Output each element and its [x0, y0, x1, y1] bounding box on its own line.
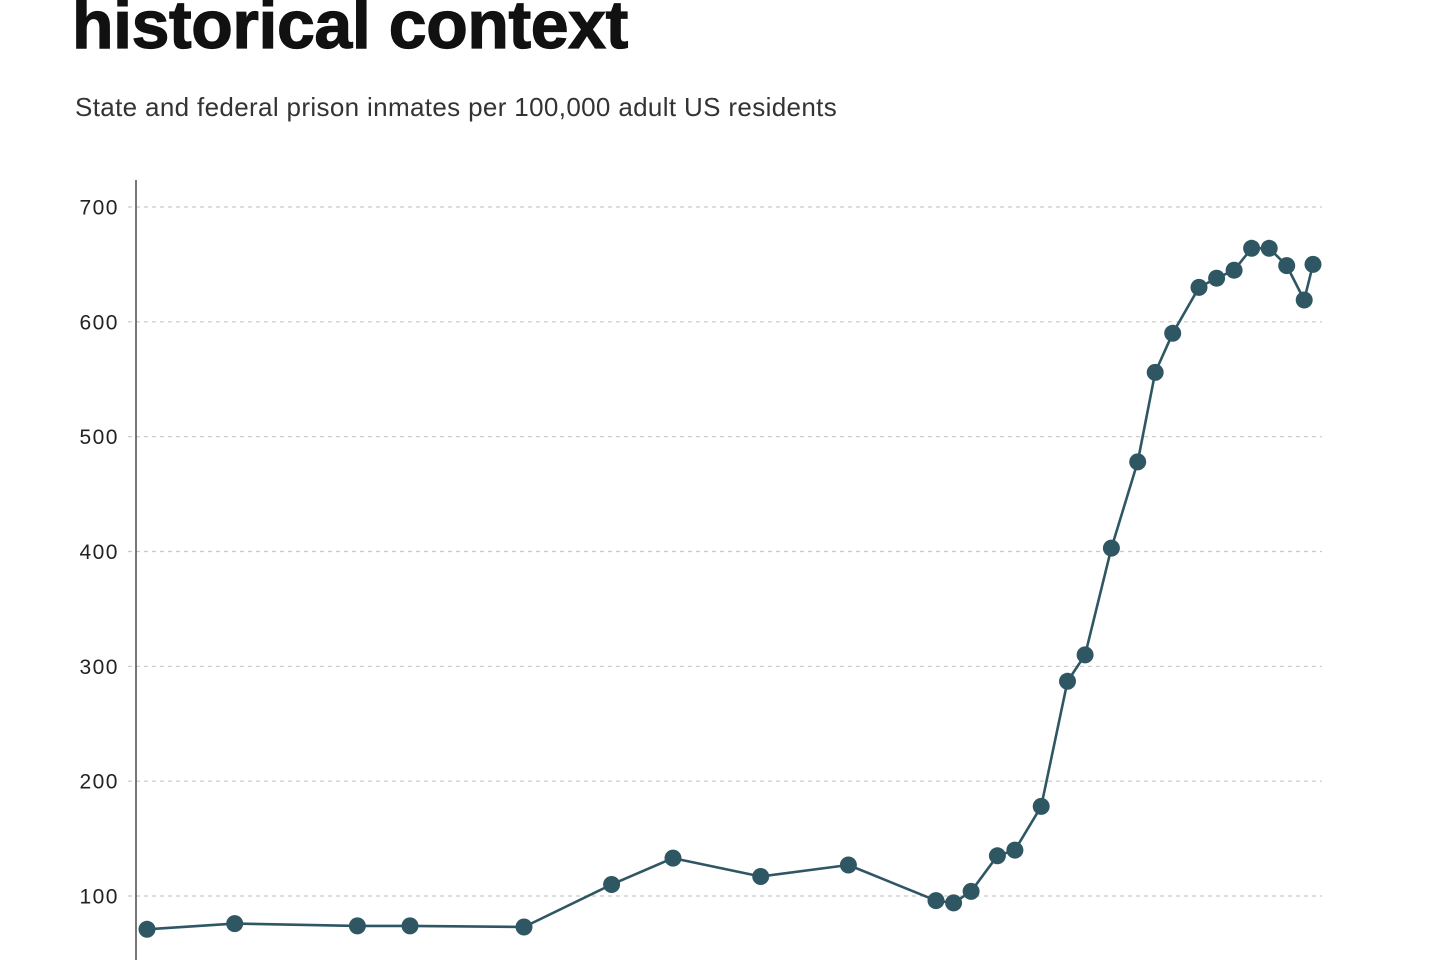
data-point: [603, 876, 621, 893]
data-point: [1225, 261, 1243, 279]
data-point: [1032, 797, 1050, 815]
data-point: [1278, 257, 1296, 275]
data-point: [1190, 278, 1208, 296]
data-point: [348, 917, 366, 935]
y-tick-label: 400: [79, 541, 119, 564]
chart-subtitle: State and federal prison inmates per 100…: [75, 92, 838, 122]
data-point: [1102, 539, 1120, 557]
data-point: [1129, 453, 1147, 471]
data-point: [515, 918, 533, 936]
y-tick-label: 300: [79, 656, 119, 679]
data-point: [664, 849, 682, 867]
data-point: [945, 894, 963, 912]
y-tick-label: 200: [79, 771, 119, 794]
data-point: [1076, 646, 1094, 664]
data-point: [1304, 255, 1322, 273]
data-point: [1164, 324, 1182, 342]
y-tick-label: 600: [79, 311, 119, 334]
y-tick-label: 700: [79, 197, 119, 220]
data-point: [401, 917, 419, 935]
data-point: [1208, 269, 1226, 287]
series-line: [145, 247, 1315, 931]
y-tick-label: 500: [79, 426, 119, 449]
y-tick-labels: 100 200 300 400 500 600 700: [79, 197, 119, 909]
data-point: [988, 847, 1006, 865]
data-point: [138, 920, 156, 938]
data-point: [1243, 239, 1261, 257]
data-point: [962, 882, 980, 900]
data-point: [1059, 672, 1076, 690]
data-point: [1260, 239, 1278, 257]
y-tick-label: 100: [79, 886, 119, 909]
data-point: [1146, 363, 1164, 381]
gridlines: [128, 206, 1322, 897]
data-point: [1006, 841, 1024, 859]
data-point: [752, 868, 770, 885]
data-point: [927, 892, 945, 910]
data-point: [1295, 291, 1313, 309]
data-points: [138, 239, 1322, 938]
data-point: [226, 915, 244, 933]
data-point: [839, 856, 857, 874]
chart-title: historical context: [71, 0, 628, 63]
